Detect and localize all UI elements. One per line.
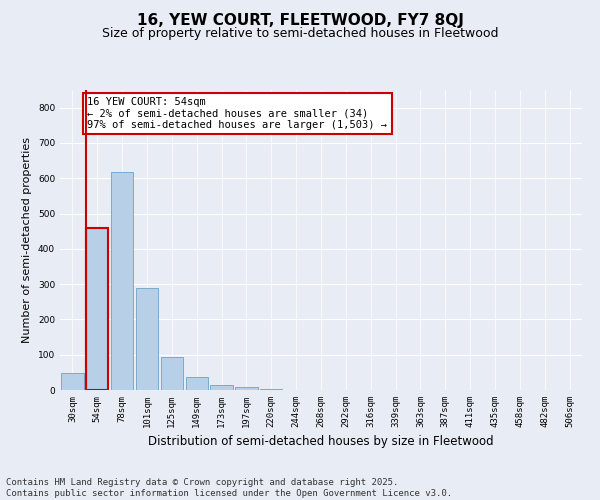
Bar: [260, 388, 283, 390]
Bar: [86, 228, 109, 390]
Text: Contains HM Land Registry data © Crown copyright and database right 2025.
Contai: Contains HM Land Registry data © Crown c…: [6, 478, 452, 498]
Bar: [235, 387, 257, 390]
Text: Size of property relative to semi-detached houses in Fleetwood: Size of property relative to semi-detach…: [102, 28, 498, 40]
Bar: [211, 386, 233, 390]
Y-axis label: Number of semi-detached properties: Number of semi-detached properties: [22, 137, 32, 343]
Bar: [136, 288, 158, 390]
Bar: [111, 172, 133, 390]
Text: 16 YEW COURT: 54sqm
← 2% of semi-detached houses are smaller (34)
97% of semi-de: 16 YEW COURT: 54sqm ← 2% of semi-detache…: [88, 97, 388, 130]
Text: 16, YEW COURT, FLEETWOOD, FY7 8QJ: 16, YEW COURT, FLEETWOOD, FY7 8QJ: [137, 12, 463, 28]
Bar: [61, 373, 83, 390]
X-axis label: Distribution of semi-detached houses by size in Fleetwood: Distribution of semi-detached houses by …: [148, 436, 494, 448]
Bar: [185, 377, 208, 390]
Bar: [161, 357, 183, 390]
